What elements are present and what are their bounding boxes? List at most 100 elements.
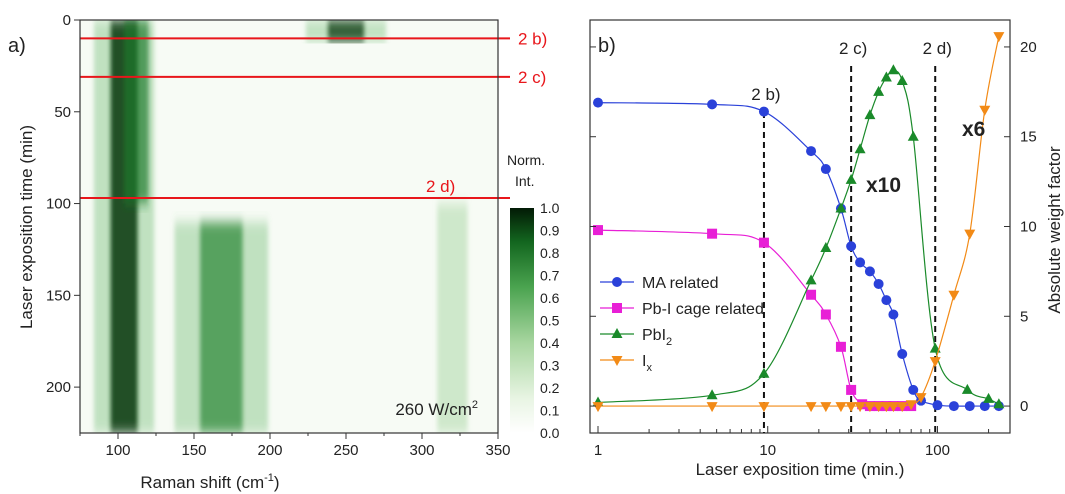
data-point [873,85,885,96]
power-density-annotation: 260 W/cm2 [395,399,478,419]
data-point [915,393,927,404]
colorbar-tick-label: 0.7 [540,268,560,284]
data-point [806,146,817,157]
data-point [707,99,718,110]
series-pbi [592,64,1005,409]
colorbar-title-line2: Int. [515,173,534,189]
y-tick-label: 100 [46,196,71,213]
data-point [820,164,831,175]
y-tick-label: 200 [46,379,71,396]
colorbar-tick-label: 0.9 [540,223,560,239]
data-point [873,402,885,413]
data-point [820,309,831,320]
data-point [706,389,718,400]
data-point [835,402,847,413]
heatmap-band-halo [305,20,387,43]
x-tick-label: 1 [594,442,602,459]
data-point [706,402,718,413]
data-point [758,402,770,413]
data-point [846,241,857,252]
data-point [854,143,866,154]
data-point [846,384,857,395]
heatmap-frame [79,19,499,434]
colorbar-title-line1: Norm. [507,152,545,168]
legend-label: Pb-I cage related [642,301,764,318]
x-tick-label: 250 [333,442,358,459]
line-chart-panel: 2 b) 2 c) 2 d) 0 5 10 15 20 1 10 100 b) Laser exp… [589,19,1064,479]
x-tick-label: 10 [759,442,776,459]
colorbar-tick-label: 0.0 [540,425,560,441]
y-tick-label: 50 [54,104,71,121]
x-tick-label: 200 [257,442,282,459]
heatmap-panel: 2 b) 2 c) 2 d) 100 150 200 250 300 350 0 50 100 150… [8,12,560,492]
data-point [888,309,899,320]
marker-label: 2 b) [518,29,547,48]
line-ylabel: Absolute weight factor [1045,146,1064,314]
heatmap-band-halo [174,221,269,433]
y-tick-label: 0 [1020,398,1028,415]
heatmap-marker-lines: 2 b) 2 c) 2 d) [80,29,547,200]
data-point [805,274,817,285]
data-point [805,402,817,413]
data-point [908,384,919,395]
heatmap-band [124,20,149,204]
heatmap-ticks: 100 150 200 250 300 350 0 50 100 150 200 [46,12,511,459]
panel-b-label: b) [598,35,616,57]
colorbar-tick-label: 0.1 [540,403,560,419]
data-point [948,290,960,301]
heatmap-bands [80,20,498,433]
y-tick-label: 150 [46,287,71,304]
data-point [845,402,857,413]
data-point [880,71,892,82]
data-point [887,402,899,413]
data-point [611,356,623,366]
x6-annotation: x6 [962,118,985,141]
data-point [835,202,847,213]
legend-label: Ix [642,353,652,374]
marker-label: 2 d) [923,39,952,58]
y-tick-label: 0 [63,12,71,29]
data-point [896,75,908,86]
data-point [806,289,817,300]
line-plot-frame [589,19,1011,434]
colorbar [510,208,534,433]
x10-annotation: x10 [866,174,901,197]
heatmap-band [305,20,387,43]
data-point [907,130,919,141]
data-point [612,303,622,313]
y-tick-label: 10 [1020,219,1037,236]
marker-label: 2 c) [518,68,546,87]
data-point [864,109,876,120]
data-point [864,402,876,413]
colorbar-ticks: 1.0 0.9 0.8 0.7 0.6 0.5 0.4 0.3 0.2 0.1 0.0 [540,200,560,441]
data-point [758,367,770,378]
marker-label: 2 b) [751,85,780,104]
data-point [881,295,892,306]
data-point [758,106,769,117]
data-point [820,402,832,413]
data-point [964,401,975,412]
series-i [592,32,1005,413]
legend-label: PbI2 [642,327,672,348]
data-point [758,237,769,248]
marker-label: 2 c) [839,39,867,58]
colorbar-tick-label: 0.6 [540,290,560,306]
data-point [961,383,973,394]
line-series [592,32,1005,413]
data-point [611,328,623,338]
y-tick-label: 15 [1020,129,1037,146]
line-ticks: 0 5 10 15 20 1 10 100 [590,39,1037,459]
data-point [887,64,899,75]
heatmap-band [437,203,468,433]
heatmap-band-core [437,203,468,433]
data-point [835,341,846,352]
colorbar-tick-label: 0.5 [540,313,560,329]
colorbar-tick-label: 0.3 [540,358,560,374]
data-point [854,402,866,413]
data-point [593,97,603,108]
marker-label: 2 d) [426,177,455,196]
data-point [820,242,832,253]
data-point [855,257,866,268]
data-point [612,277,622,287]
y-tick-label: 5 [1020,308,1028,325]
